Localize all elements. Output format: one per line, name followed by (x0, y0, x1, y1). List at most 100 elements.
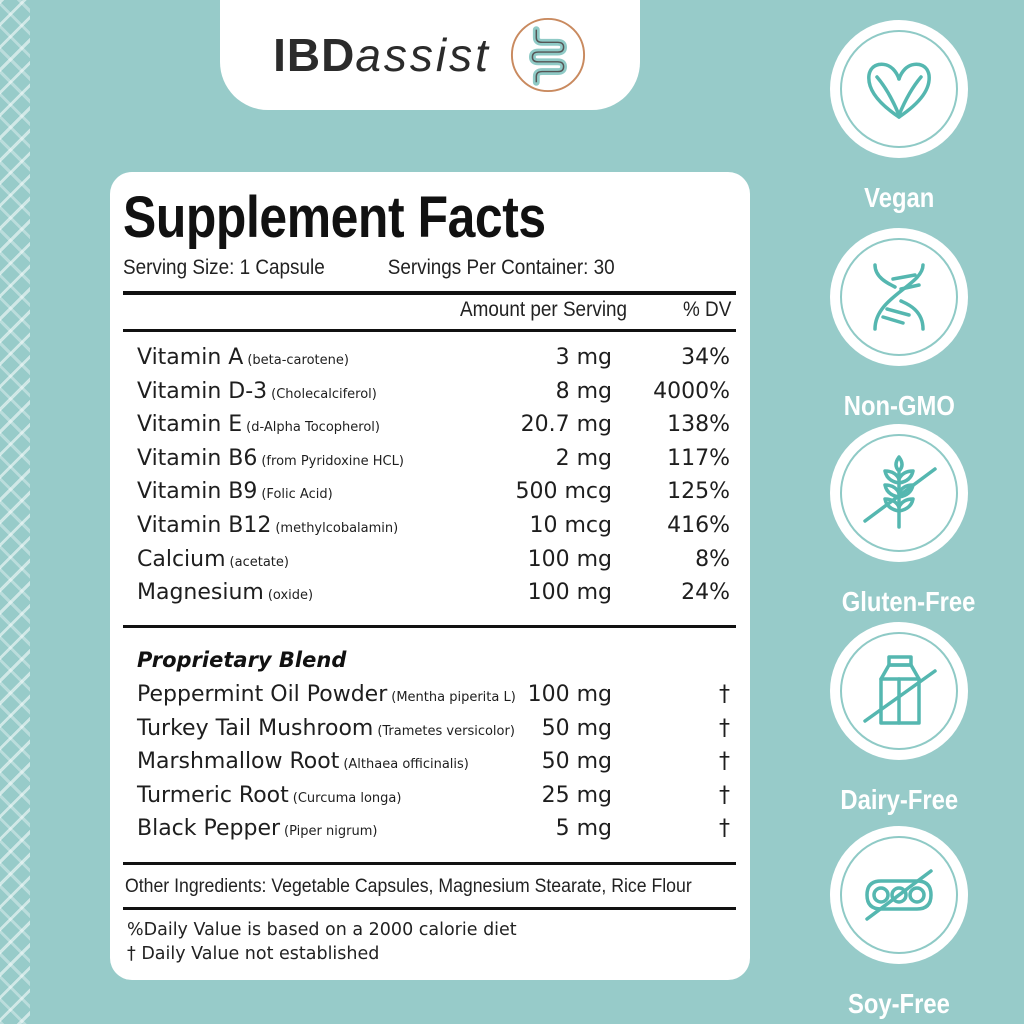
ingredient-title: Magnesium (137, 580, 264, 606)
divider-thick (123, 291, 736, 295)
ingredient-dv: 138% (667, 412, 730, 438)
divider-header (123, 329, 736, 332)
ingredient-title: Vitamin A (137, 345, 244, 370)
ingredient-source: (Mentha piperita L) (391, 690, 516, 705)
ingredient-title: Vitamin B9 (137, 479, 258, 505)
badge-non-gmo: Non-GMO (830, 228, 968, 422)
ingredient-dv: † (719, 682, 730, 707)
ingredient-source: (beta-carotene) (247, 353, 349, 368)
dna-icon (873, 263, 925, 331)
ingredient-name: Magnesium (oxide) (137, 580, 313, 605)
ingredient-row: Calcium (acetate) 100 mg 8% (137, 542, 730, 572)
ingredient-source: (from Pyridoxine HCL) (261, 453, 404, 469)
ingredient-name: Vitamin E (d-Alpha Tocopherol) (137, 412, 380, 437)
badge-gluten-free: Gluten-Free (830, 424, 975, 618)
ingredient-amount: 5 mg (555, 816, 612, 842)
ingredient-name: Vitamin B12 (methylcobalamin) (137, 513, 398, 538)
ingredient-dv: 8% (695, 546, 730, 572)
ingredient-dv: 117% (667, 445, 730, 471)
soybean-crossed-icon (865, 869, 933, 921)
ingredient-amount: 25 mg (541, 782, 612, 808)
ingredient-amount: 2 mg (555, 445, 612, 471)
ingredient-title: Turmeric Root (137, 782, 289, 808)
ingredient-dv: 34% (681, 345, 730, 370)
ingredient-name: Vitamin B9 (Folic Acid) (137, 479, 333, 504)
leaf-heart-icon (867, 62, 931, 119)
ingredient-amount: 20.7 mg (520, 412, 612, 438)
divider-blend (123, 625, 736, 628)
ingredient-name: Turkey Tail Mushroom (Trametes versicolor… (137, 716, 515, 741)
ingredient-row: Vitamin B6 (from Pyridoxine HCL) 2 mg 117% (137, 441, 730, 471)
ingredient-amount: 500 mcg (515, 479, 612, 505)
ingredient-row: Black Pepper (Piper nigrum) 5 mg † (137, 811, 730, 841)
milk-carton-crossed-icon (863, 655, 937, 725)
divider-footer (123, 907, 736, 910)
brand-name: IBDassist (273, 29, 491, 81)
ingredient-source: (Trametes versicolor) (377, 723, 515, 739)
ingredient-dv: † (719, 749, 730, 775)
ingredient-dv: 125% (667, 479, 730, 505)
header-amount: Amount per Serving (460, 298, 628, 321)
footnote-dagger: † Daily Value not established (127, 944, 380, 964)
badge-label: Gluten-Free (841, 586, 976, 617)
badge-dairy-free: Dairy-Free (830, 622, 968, 816)
serving-info: Serving Size: 1 Capsule Servings Per Cont… (123, 256, 615, 280)
badge-label: Vegan (863, 182, 935, 213)
badge-soy-free: Soy-Free (830, 826, 968, 1020)
ingredient-amount: 8 mg (555, 378, 612, 404)
ingredient-row: Vitamin A (beta-carotene) 3 mg 34% (137, 340, 730, 370)
ingredient-title: Vitamin B6 (137, 445, 258, 471)
ingredient-source: (d-Alpha Tocopherol) (246, 420, 380, 436)
badge-label: Non-GMO (843, 390, 955, 421)
ingredient-title: Marshmallow Root (137, 749, 340, 775)
ingredient-row: Vitamin B9 (Folic Acid) 500 mcg 125% (137, 474, 730, 504)
ingredient-amount: 50 mg (541, 749, 612, 775)
ingredient-amount: 100 mg (527, 546, 612, 572)
ingredient-amount: 100 mg (527, 682, 612, 707)
ingredient-dv: † (719, 715, 730, 741)
ingredient-title: Black Pepper (137, 816, 281, 842)
ingredient-name: Black Pepper (Piper nigrum) (137, 816, 377, 841)
panel-title: Supplement Facts (123, 185, 546, 250)
ingredient-row: Turmeric Root (Curcuma longa) 25 mg † (137, 778, 730, 808)
ingredient-source: (Piper nigrum) (284, 824, 378, 840)
ingredient-source: (Cholecalciferol) (271, 386, 377, 402)
decorative-pattern-strip (0, 0, 30, 1024)
ingredient-name: Calcium (acetate) (137, 547, 289, 572)
ingredient-source: (Althaea officinalis) (343, 757, 469, 773)
ingredient-amount: 100 mg (527, 580, 612, 606)
ingredient-row: Peppermint Oil Powder (Mentha piperita L)… (137, 677, 730, 707)
ingredient-dv: 24% (681, 580, 730, 606)
header-dv: % DV (683, 298, 732, 321)
divider-other (123, 862, 736, 865)
blend-title: Proprietary Blend (137, 648, 347, 672)
ingredient-title: Peppermint Oil Powder (137, 682, 388, 707)
ingredient-dv: 4000% (653, 378, 730, 404)
ingredient-title: Vitamin E (137, 412, 243, 438)
ingredient-name: Vitamin B6 (from Pyridoxine HCL) (137, 446, 404, 471)
ingredient-name: Marshmallow Root (Althaea officinalis) (137, 749, 469, 774)
ingredient-name: Vitamin A (beta-carotene) (137, 345, 349, 370)
ingredient-name: Peppermint Oil Powder (Mentha piperita L) (137, 682, 516, 707)
ingredient-source: (oxide) (267, 588, 314, 604)
ingredient-row: Vitamin D-3 (Cholecalciferol) 8 mg 4000% (137, 374, 730, 404)
ingredient-row: Vitamin E (d-Alpha Tocopherol) 20.7 mg 138% (137, 407, 730, 437)
ingredient-source: (Folic Acid) (261, 487, 333, 503)
badge-label: Dairy-Free (840, 784, 959, 815)
ingredient-source: (methylcobalamin) (275, 521, 399, 536)
badge-vegan: Vegan (830, 20, 968, 214)
ingredient-title: Calcium (137, 546, 226, 572)
ingredient-title: Vitamin B12 (137, 513, 272, 538)
brand-logo: IBDassist (220, 0, 640, 110)
serving-size: Serving Size: 1 Capsule (123, 256, 325, 279)
ingredient-dv: 416% (667, 513, 730, 538)
ingredient-row: Marshmallow Root (Althaea officinalis) 50 … (137, 744, 730, 774)
ingredient-name: Vitamin D-3 (Cholecalciferol) (137, 379, 377, 404)
wheat-crossed-icon (863, 455, 937, 529)
ingredient-dv: † (719, 816, 730, 842)
ingredient-title: Vitamin D-3 (137, 378, 268, 404)
ingredient-amount: 3 mg (555, 345, 612, 370)
footnote-daily-value: %Daily Value is based on a 2000 calorie … (127, 920, 517, 940)
servings-per-container: Servings Per Container: 30 (387, 256, 615, 279)
ingredient-name: Turmeric Root (Curcuma longa) (137, 783, 401, 808)
